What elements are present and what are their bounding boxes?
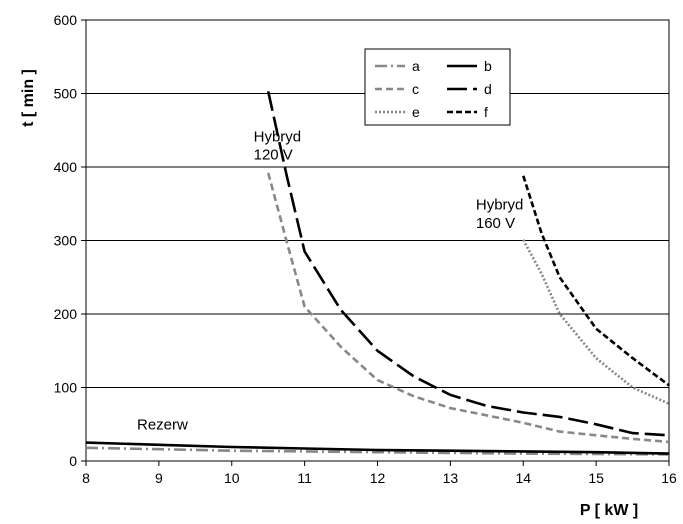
y-axis-title: t [ min ] — [20, 69, 37, 127]
x-tick-label: 12 — [370, 470, 386, 486]
y-tick-label: 100 — [54, 380, 78, 396]
series-line-e — [522, 239, 670, 405]
x-tick-label: 9 — [155, 470, 163, 486]
legend-label-f: f — [484, 104, 488, 120]
series-line-c — [266, 172, 670, 444]
series-line-f — [522, 175, 670, 387]
annotation-label: Hybryd — [476, 197, 524, 214]
legend-label-b: b — [484, 58, 492, 74]
legend-label-e: e — [412, 104, 420, 120]
legend-label-c: c — [412, 81, 419, 97]
x-axis-title: P [ kW ] — [580, 502, 638, 519]
y-tick-label: 500 — [54, 86, 78, 102]
y-tick-label: 600 — [54, 12, 78, 28]
series-line-d — [266, 91, 670, 437]
legend: a b c d e f — [364, 48, 511, 126]
series-layer — [85, 91, 670, 456]
x-tick-label: 8 — [82, 470, 90, 486]
legend-label-a: a — [412, 58, 420, 74]
legend-label-d: d — [484, 81, 492, 97]
annotation-label: 120 V — [254, 147, 293, 164]
annotation-label: Rezerw — [137, 416, 188, 433]
x-tick-label: 15 — [588, 470, 604, 486]
y-tick-label: 0 — [69, 453, 77, 469]
axis-layer: 0 100 200 300 400 500 600 8 9 10 11 12 13 14 15 16 — [54, 12, 677, 486]
annotation-label: Hybryd — [254, 128, 302, 145]
x-tick-label: 14 — [515, 470, 531, 486]
x-tick-label: 10 — [224, 470, 240, 486]
annotation-label: 160 V — [476, 215, 515, 232]
x-tick-label: 16 — [661, 470, 677, 486]
legend-box — [364, 48, 511, 126]
y-tick-label: 200 — [54, 306, 78, 322]
x-tick-label: 11 — [297, 470, 312, 486]
y-tick-label: 400 — [54, 159, 78, 175]
y-tick-label: 300 — [54, 233, 78, 249]
series-line-b — [85, 441, 670, 455]
x-tick-label: 13 — [443, 470, 459, 486]
series-line-a — [85, 446, 670, 456]
